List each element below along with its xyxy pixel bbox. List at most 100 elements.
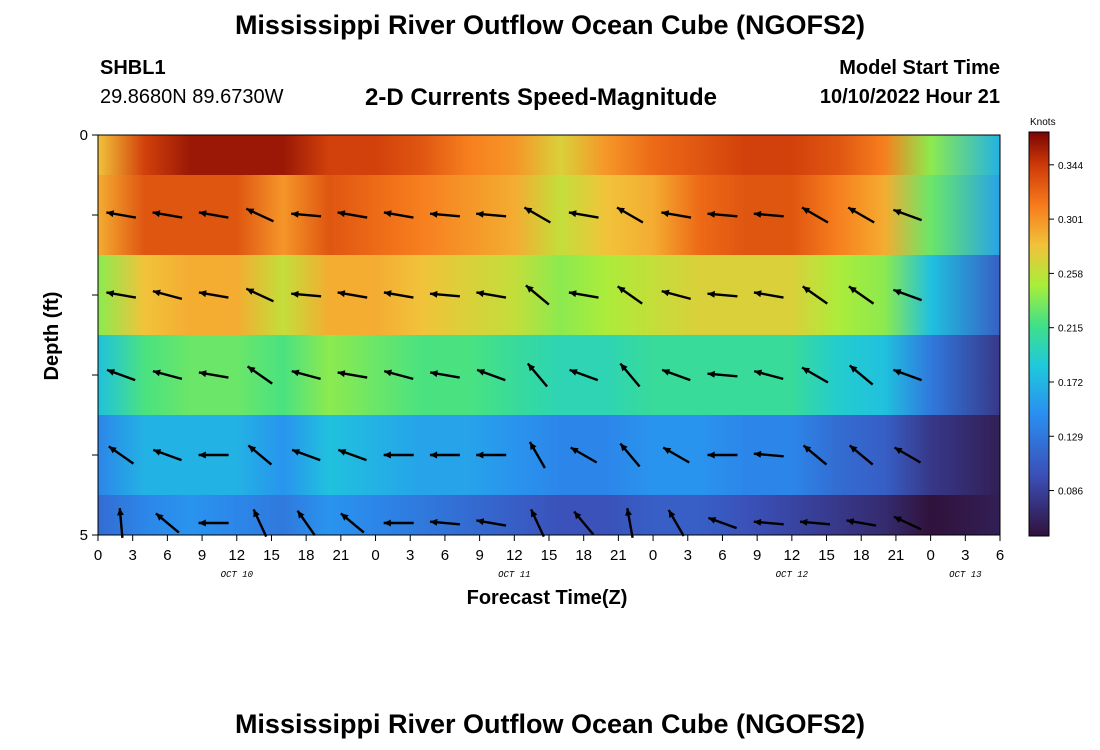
x-tick-label: 6 [163, 547, 171, 564]
current-vector [337, 290, 368, 299]
current-vector [753, 369, 784, 381]
current-vector [707, 370, 738, 378]
colorbar-tick-label: 0.344 [1058, 161, 1083, 172]
current-vector [707, 290, 738, 298]
current-vector [383, 210, 414, 219]
current-vector [106, 368, 136, 382]
current-vector [476, 210, 507, 218]
x-axis-title: Forecast Time(Z) [467, 587, 628, 609]
model-start-label: Model Start Time [839, 57, 1000, 79]
current-vector [661, 368, 691, 382]
date-label: OCT 13 [949, 570, 982, 580]
current-vector [707, 516, 738, 530]
current-vector [429, 518, 461, 526]
x-axis: 0 3 6 9 12 15 18 21 0 3 6 9 12 15 18 21 0 3 6 9 12 15 18 21 0 3 6 O… [94, 535, 1004, 580]
current-vector [525, 284, 550, 306]
x-tick-label: 21 [333, 547, 350, 564]
colorbar-tick-label: 0.172 [1058, 378, 1083, 389]
colorbar-tick-label: 0.215 [1058, 324, 1083, 335]
current-vector [802, 444, 828, 466]
current-vector [337, 210, 368, 219]
current-vector [429, 451, 460, 459]
station-coordinates: 29.8680N 89.6730W [100, 86, 284, 108]
colorbar-tick-label: 0.258 [1058, 269, 1083, 280]
current-vector [106, 290, 137, 299]
current-vector [429, 370, 460, 379]
current-vector [155, 512, 180, 534]
current-vector [383, 451, 414, 459]
current-vector [291, 448, 321, 462]
x-tick-label: 0 [926, 547, 934, 564]
x-tick-label: 12 [228, 547, 245, 564]
current-vector [616, 206, 644, 224]
colorbar-tick-label: 0.301 [1058, 215, 1083, 226]
plot-subtitle: 2-D Currents Speed-Magnitude [365, 84, 718, 111]
current-vector [753, 290, 784, 299]
heatmap-band [98, 495, 1000, 535]
colorbar-ticks: 0.344 0.301 0.258 0.215 0.172 0.129 0.086 [1049, 161, 1083, 498]
current-vector [198, 290, 229, 299]
current-vector [340, 512, 365, 534]
x-tick-label: 6 [996, 547, 1004, 564]
current-vector [108, 445, 135, 465]
current-vector [526, 362, 549, 388]
current-vector [801, 366, 829, 384]
x-tick-label: 0 [649, 547, 657, 564]
current-vector [707, 210, 738, 218]
x-tick-label: 3 [129, 547, 137, 564]
colorbar [1028, 131, 1050, 537]
current-vector [848, 444, 874, 466]
x-tick-label: 21 [610, 547, 627, 564]
current-vector [892, 208, 923, 222]
current-vector [893, 446, 922, 464]
current-vector [291, 290, 322, 298]
current-vector [667, 509, 685, 537]
current-vector [523, 206, 551, 224]
x-tick-label: 6 [718, 547, 726, 564]
current-vector [476, 368, 506, 382]
x-tick-label: 3 [961, 547, 969, 564]
x-tick-label: 9 [198, 547, 206, 564]
x-tick-label: 0 [371, 547, 379, 564]
x-tick-label: 21 [888, 547, 905, 564]
current-vector [847, 206, 875, 224]
date-label: OCT 12 [776, 570, 809, 580]
heatmap-band [98, 255, 1000, 335]
current-vector [198, 370, 229, 379]
y-axis-title: Depth (ft) [41, 292, 63, 381]
x-tick-label: 12 [784, 547, 801, 564]
x-tick-label: 12 [506, 547, 523, 564]
current-vector [429, 210, 461, 218]
current-vector [569, 368, 599, 382]
current-vector [198, 519, 229, 527]
current-vector [848, 285, 875, 305]
current-vector [893, 515, 922, 531]
current-vector [573, 510, 595, 536]
x-tick-label: 18 [853, 547, 870, 564]
current-vector [802, 285, 828, 305]
y-axis: 05 [80, 127, 98, 544]
main-title: Mississippi River Outflow Ocean Cube (NG… [234, 10, 866, 40]
current-vector [337, 448, 367, 462]
current-vector [799, 518, 831, 526]
current-vector [252, 508, 268, 538]
x-tick-label: 0 [94, 547, 102, 564]
current-vector [245, 207, 275, 223]
current-vector [568, 290, 599, 299]
current-vector [383, 369, 414, 381]
current-vector [245, 287, 275, 303]
current-vector [661, 210, 692, 219]
x-tick-label: 18 [298, 547, 315, 564]
x-tick-label: 3 [406, 547, 414, 564]
current-vector [337, 370, 368, 379]
current-vector [619, 442, 641, 468]
current-vector [753, 210, 784, 218]
bottom-title: Mississippi River Outflow Ocean Cube (NG… [234, 709, 866, 739]
current-vector [476, 518, 507, 527]
current-vector [117, 507, 124, 539]
current-vector [198, 210, 229, 219]
model-start-value: 10/10/2022 Hour 21 [819, 86, 1000, 108]
current-vector [801, 206, 829, 224]
heatmap-band [98, 135, 1000, 175]
colorbar-label: Knots [1030, 117, 1056, 128]
